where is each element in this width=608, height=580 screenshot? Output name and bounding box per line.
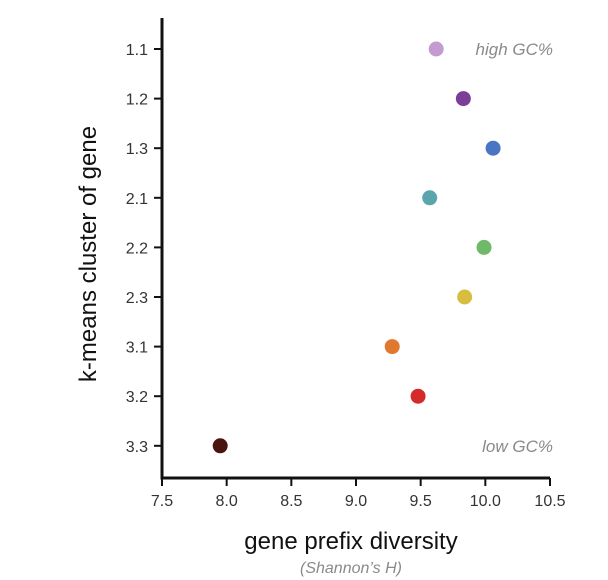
y-tick-label: 1.2 — [126, 92, 148, 109]
y-axis: 1.1 1.2 1.3 2.1 2.2 2.3 3.1 3.2 3.3 — [126, 18, 164, 480]
y-tick-label: 2.1 — [126, 191, 148, 208]
y-tick-label: 1.1 — [126, 42, 148, 59]
x-axis-title: gene prefix diversity — [244, 528, 457, 555]
data-point — [485, 140, 501, 156]
annotation-label: low GC% — [482, 437, 553, 456]
x-tick-label: 10.5 — [534, 493, 565, 510]
x-tick-label: 8.0 — [216, 493, 238, 510]
y-tick-label: 2.3 — [126, 290, 148, 307]
data-point — [457, 289, 473, 305]
data-point — [476, 239, 492, 255]
annotation-label: high GC% — [476, 40, 553, 59]
y-tick-label: 1.3 — [126, 141, 148, 158]
x-axis: 7.5 8.0 8.5 9.0 9.5 10.0 10.5 — [151, 476, 566, 510]
data-point — [422, 190, 438, 206]
x-tick-label: 8.5 — [280, 493, 302, 510]
x-tick-label: 10.0 — [470, 493, 501, 510]
y-axis-title: k-means cluster of gene — [75, 126, 102, 382]
y-tick-label: 3.1 — [126, 340, 148, 357]
data-points — [212, 41, 501, 454]
y-tick-label: 2.2 — [126, 240, 148, 257]
y-tick-label: 3.2 — [126, 389, 148, 406]
data-point — [455, 91, 471, 107]
data-point — [212, 438, 228, 454]
data-point — [410, 388, 426, 404]
x-tick-label: 7.5 — [151, 493, 173, 510]
x-tick-label: 9.5 — [410, 493, 432, 510]
data-point — [384, 339, 400, 355]
data-point — [428, 41, 444, 57]
annotations: high GC% low GC% — [476, 40, 553, 456]
x-axis-subtitle: (Shannon’s H) — [300, 560, 402, 577]
y-tick-label: 3.3 — [126, 439, 148, 456]
x-tick-label: 9.0 — [345, 493, 367, 510]
